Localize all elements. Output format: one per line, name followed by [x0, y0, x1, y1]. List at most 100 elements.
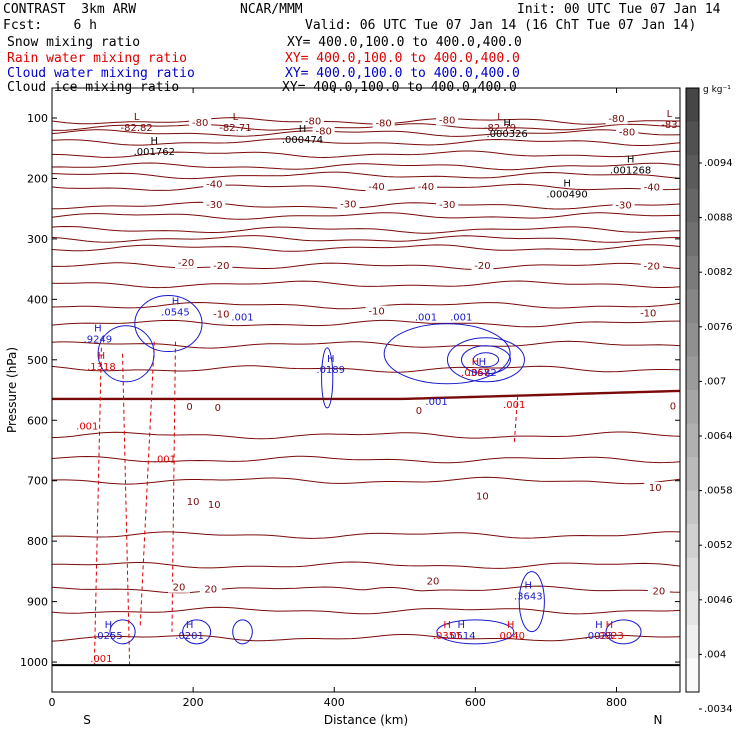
temperature-label-bg: [302, 115, 325, 127]
x-tick-label: 600: [465, 696, 486, 709]
isotherm-line: [51, 129, 681, 137]
field-rain-name: Rain water mixing ratio: [7, 51, 188, 66]
label-layer: -80 -80 -80 -80-80-80 -80-40 -40 -40 -40-30 -30-…: [76, 109, 684, 665]
temperature-label-bg: [365, 180, 388, 192]
temperature-label-bg: [175, 257, 198, 269]
contour-label: .001: [154, 455, 176, 466]
extremum-symbol: L: [497, 112, 503, 123]
extremum-value: .0023: [585, 631, 614, 642]
extremum-symbol: H: [479, 357, 487, 368]
temperature-label: -40: [206, 180, 222, 191]
temperature-label-bg: [312, 125, 335, 137]
y-tick-label: 300: [27, 233, 48, 246]
colorbar-swatch: [686, 255, 699, 290]
temperature-label-bg: [203, 199, 226, 211]
temperature-label: 20: [427, 577, 440, 588]
extremum-symbol: H: [525, 581, 533, 592]
colorbar-tick-label: .0034: [704, 704, 733, 715]
temperature-label: -80: [305, 117, 321, 128]
x-end-label-north: N: [654, 713, 663, 727]
cloud-contour: [436, 619, 515, 645]
isotherm-line: [51, 340, 681, 349]
isotherm-line: [52, 201, 681, 210]
colorbar-tick-label: .0088: [704, 213, 733, 224]
extremum-value: .0201: [175, 631, 204, 642]
extremum-value: .001762: [134, 147, 175, 158]
extremum-symbol: H: [563, 179, 571, 190]
extremum-symbol: L: [667, 109, 673, 120]
y-tick-label: 400: [27, 293, 48, 306]
cloud-contour: [472, 352, 500, 368]
colorbar-unit: g kg⁻¹: [703, 85, 731, 95]
colorbar-swatch: [686, 624, 699, 659]
colorbar: g kg⁻¹ .0094 .0088 .0082 .0076 .007 .0064 .0058…: [685, 85, 733, 715]
cloud-contour: [232, 619, 253, 645]
extremum-value: -82.82: [121, 123, 153, 134]
temperature-label: -40: [644, 183, 660, 194]
colorbar-tick-label: .004: [704, 649, 726, 660]
cloud-contour: [446, 337, 525, 383]
temperature-label-bg: [605, 113, 628, 125]
temperature-label: 20: [173, 583, 186, 594]
rain-contour: [93, 347, 102, 666]
field-rain-xy: XY= 400.0,100.0 to 400.0,400.0: [285, 51, 520, 66]
isotherm-line: [51, 606, 681, 615]
isotherm-line: [51, 235, 680, 243]
temperature-label: -10: [368, 306, 384, 317]
extremum-value: .0545: [161, 307, 190, 318]
contour-label: .001: [231, 313, 253, 324]
isotherm-line: [51, 365, 681, 373]
temperature-label-bg: [661, 400, 684, 412]
temperature-label-bg: [407, 405, 430, 417]
extremum-symbol: H: [503, 118, 511, 129]
isotherm-line: [51, 634, 681, 642]
y-axis-label: Pressure (hPa): [5, 347, 19, 433]
field-cloud-water-xy: XY= 400.0,100.0 to 400.0,400.0: [285, 66, 520, 81]
contour-label: .001: [76, 421, 98, 432]
extremum-value: .0040: [496, 631, 525, 642]
extremum-symbol: H: [186, 620, 194, 631]
field-snow-xy: XY= 400.0,100.0 to 400.0,400.0: [287, 35, 522, 50]
colorbar-tick-label: .0064: [704, 431, 733, 442]
isotherm-line: [51, 171, 681, 180]
colorbar-swatch: [686, 289, 699, 324]
org-label: NCAR/MMM: [240, 2, 303, 17]
isotherm-line: [51, 150, 681, 159]
temperature-label: -20: [474, 261, 490, 272]
temperature-label-bg: [436, 114, 459, 126]
extremum-value: .000474: [282, 135, 323, 146]
extremum-symbol: H: [299, 124, 307, 135]
temperature-label-bg: [199, 583, 222, 595]
extremum-symbol: H: [443, 620, 451, 631]
y-tick-label: 100: [27, 112, 48, 125]
colorbar-swatch: [686, 557, 699, 592]
x-end-label-south: S: [83, 713, 91, 727]
y-tick-label: 200: [27, 172, 48, 185]
extremum-symbol: H: [94, 324, 102, 335]
temperature-label-bg: [471, 490, 494, 502]
temperature-label: -10: [640, 308, 656, 319]
colorbar-swatch: [686, 658, 699, 693]
rain-contour: [139, 341, 155, 626]
x-axis-label: Distance (km): [324, 713, 408, 727]
extremum-symbol: H: [457, 620, 465, 631]
temperature-label: -80: [192, 118, 208, 129]
init-time: Init: 00 UTC Tue 07 Jan 14: [517, 2, 721, 17]
temperature-label: -30: [615, 201, 631, 212]
extremum-symbol: H: [105, 620, 113, 631]
colorbar-swatch: [686, 423, 699, 458]
temperature-label-bg: [337, 198, 360, 210]
contour-label: .001: [450, 313, 472, 324]
contour-label: .001: [415, 313, 437, 324]
extremum-symbol: L: [134, 112, 140, 123]
temperature-label: 10: [208, 500, 221, 511]
extremum-value: .0514: [447, 631, 476, 642]
colorbar-tick-label: .0094: [704, 158, 733, 169]
cloud-contour: [460, 345, 511, 375]
temperature-label-bg: [203, 498, 226, 510]
temperature-label: 10: [649, 483, 662, 494]
isotherm-line: [51, 212, 681, 220]
isotherm-line: [51, 561, 681, 569]
y-tick-label: 600: [27, 414, 48, 427]
cloud-contour: [109, 619, 136, 645]
